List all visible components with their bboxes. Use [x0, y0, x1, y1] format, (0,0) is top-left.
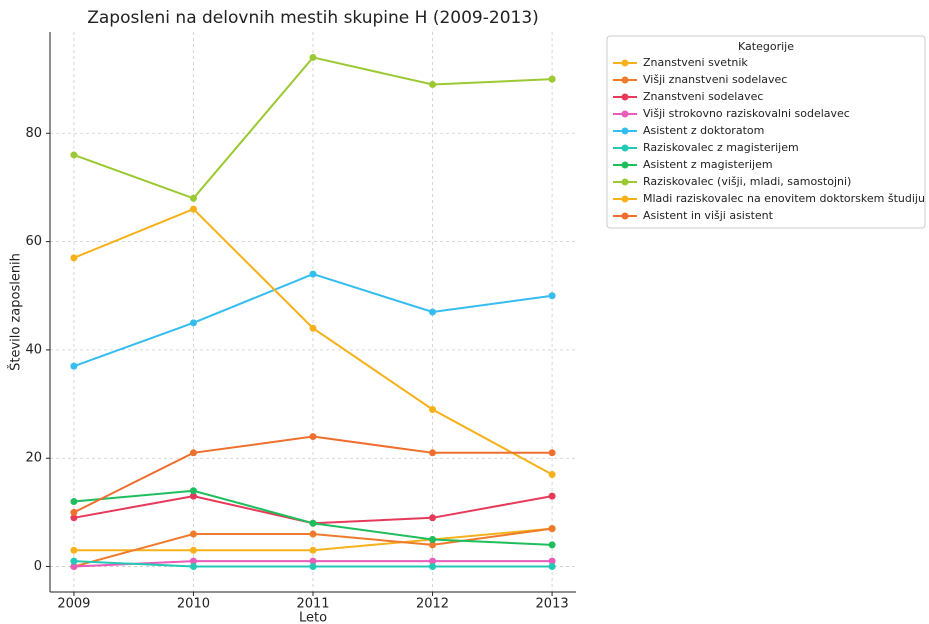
data-point	[548, 541, 556, 549]
data-point	[70, 498, 78, 506]
legend-label: Raziskovalec (višji, mladi, samostojni)	[643, 175, 851, 188]
data-point	[309, 519, 317, 527]
data-point	[429, 535, 437, 543]
y-tick-label: 80	[25, 126, 42, 141]
legend-marker	[621, 110, 629, 118]
data-point	[189, 492, 197, 500]
data-point	[189, 530, 197, 538]
legend-label: Asistent in višji asistent	[643, 209, 774, 222]
y-axis-label: Število zaposlenih	[8, 253, 24, 371]
data-point	[189, 546, 197, 554]
chart-title: Zaposleni na delovnih mestih skupine H (…	[87, 8, 539, 28]
legend-marker	[621, 212, 629, 220]
data-point	[70, 254, 78, 262]
data-point	[70, 151, 78, 159]
legend-title: Kategorije	[738, 40, 794, 53]
data-point	[309, 563, 317, 571]
x-tick-label: 2011	[296, 597, 329, 612]
data-point	[429, 308, 437, 316]
legend-marker	[621, 144, 629, 152]
y-tick-label: 60	[25, 234, 42, 249]
legend-marker	[621, 59, 629, 67]
data-point	[309, 546, 317, 554]
legend-marker	[621, 127, 629, 135]
data-point	[429, 81, 437, 89]
data-point	[548, 292, 556, 300]
legend-marker	[621, 178, 629, 186]
data-point	[309, 557, 317, 565]
legend-label: Asistent z magisterijem	[643, 158, 773, 171]
legend-marker	[621, 161, 629, 169]
x-axis-label: Leto	[299, 611, 327, 624]
data-point	[548, 75, 556, 83]
legend-label: Višji strokovno raziskovalni sodelavec	[643, 107, 850, 120]
data-point	[70, 557, 78, 565]
data-point	[309, 270, 317, 278]
data-point	[429, 541, 437, 549]
data-point	[189, 557, 197, 565]
data-point	[429, 514, 437, 522]
y-tick-label: 20	[25, 451, 42, 466]
data-point	[189, 194, 197, 202]
legend-label: Raziskovalec z magisterijem	[643, 141, 799, 154]
x-tick-label: 2010	[177, 597, 210, 612]
legend-label: Asistent z doktoratom	[643, 124, 764, 137]
legend-marker	[621, 76, 629, 84]
legend-label: Višji znanstveni sodelavec	[643, 73, 787, 86]
data-point	[70, 508, 78, 516]
legend-label: Znanstveni sodelavec	[643, 90, 763, 103]
data-point	[548, 563, 556, 571]
data-point	[548, 557, 556, 565]
data-point	[189, 205, 197, 213]
data-point	[429, 557, 437, 565]
y-tick-label: 0	[34, 559, 42, 574]
data-point	[548, 525, 556, 533]
data-point	[429, 563, 437, 571]
legend-label: Mladi raziskovalec na enovitem doktorske…	[643, 192, 925, 205]
data-point	[70, 563, 78, 571]
data-point	[189, 319, 197, 327]
data-point	[189, 449, 197, 457]
data-point	[189, 563, 197, 571]
data-point	[429, 449, 437, 457]
data-point	[70, 362, 78, 370]
data-point	[548, 492, 556, 500]
data-point	[70, 514, 78, 522]
data-point	[70, 546, 78, 554]
data-point	[309, 530, 317, 538]
data-point	[429, 405, 437, 413]
legend-label: Znanstveni svetnik	[643, 56, 748, 69]
data-point	[548, 449, 556, 457]
data-point	[309, 433, 317, 441]
data-point	[309, 53, 317, 61]
legend-marker	[621, 93, 629, 101]
legend-marker	[621, 195, 629, 203]
y-tick-label: 40	[25, 342, 42, 357]
data-point	[548, 470, 556, 478]
x-tick-label: 2009	[57, 597, 90, 612]
x-tick-label: 2013	[536, 597, 569, 612]
x-tick-label: 2012	[416, 597, 449, 612]
legend-box	[606, 35, 926, 229]
data-point	[309, 324, 317, 332]
data-point	[189, 487, 197, 495]
